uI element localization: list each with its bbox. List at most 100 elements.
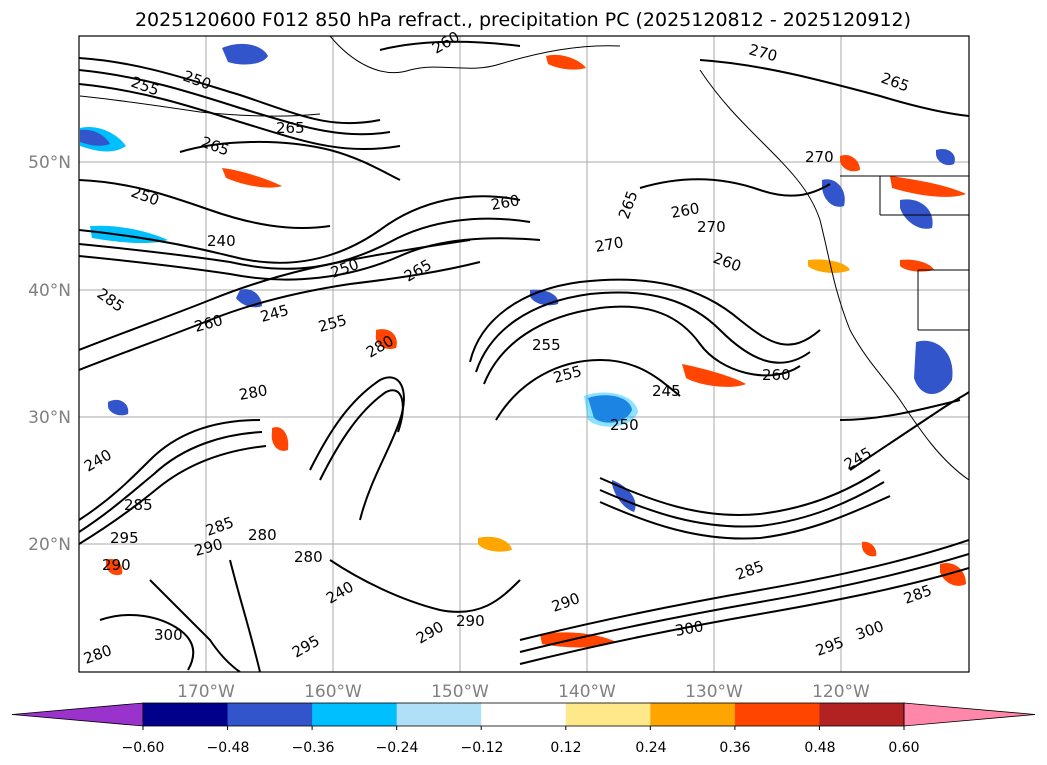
contour-line (79, 261, 481, 371)
lat-label: 40°N (28, 281, 71, 301)
contour-line (639, 178, 831, 197)
contour-label: 280 (294, 548, 323, 566)
lon-label: 160°W (304, 682, 362, 702)
colorbar-segment (312, 703, 398, 726)
lon-label: 140°W (558, 682, 616, 702)
contour-label: 250 (610, 416, 639, 434)
figure-title: 2025120600 F012 850 hPa refract., precip… (135, 9, 911, 31)
colorbar-tick-label: −0.36 (292, 740, 335, 756)
precip-blob (271, 427, 289, 451)
contour-line (849, 391, 969, 471)
colorbar-frame (142, 702, 905, 727)
contour-label: 255 (532, 336, 561, 354)
contour-label: 280 (238, 381, 269, 404)
contour-line (495, 358, 681, 421)
lon-label: 170°W (177, 682, 235, 702)
map-background (79, 36, 969, 672)
colorbar-tick-label: −0.12 (461, 740, 504, 756)
contour-label: 265 (276, 119, 305, 137)
longitude-labels: 170°W 160°W 150°W 140°W 130°W 120°W (177, 682, 870, 702)
latitude-labels: 50°N 40°N 30°N 20°N (28, 153, 71, 555)
precip-blob (106, 558, 123, 576)
contour-label: 260 (762, 366, 791, 384)
contour-line (79, 445, 267, 545)
precip-blob (840, 154, 860, 172)
contour-line (329, 559, 521, 613)
contour-line (319, 389, 404, 481)
contour-line (519, 567, 969, 665)
contour-label: 260 (490, 191, 521, 214)
contour-line (519, 553, 969, 653)
lat-label: 30°N (28, 408, 71, 428)
contour-line (599, 495, 891, 540)
colorbar-segment (481, 703, 567, 726)
contour-label: 290 (102, 556, 131, 574)
precip-blob (108, 399, 129, 416)
colorbar-tick-labels: −0.60 −0.48 −0.36 −0.24 −0.12 0.12 0.24 … (122, 740, 920, 756)
precip-blob (478, 536, 512, 552)
precip-blob (222, 43, 268, 65)
lat-label: 50°N (28, 153, 71, 173)
precip-blob (900, 259, 934, 272)
contour-line (469, 278, 821, 363)
colorbar-tick-label: 0.36 (719, 740, 750, 756)
precip-blob (936, 148, 955, 166)
precip-blob (808, 259, 850, 273)
contour-label: 245 (652, 382, 681, 400)
contour-line (599, 469, 881, 517)
precip-blob (222, 168, 282, 188)
precip-blob (584, 392, 638, 427)
contour-line (79, 179, 331, 229)
map-frame (78, 35, 970, 673)
colorbar-tick-label: 0.24 (635, 740, 666, 756)
contour-line (79, 195, 521, 264)
precip-blob (540, 632, 616, 648)
contour-label: 270 (805, 148, 834, 166)
precip-blob (236, 289, 262, 308)
refractivity-contours (79, 40, 969, 672)
contour-label: 280 (248, 526, 277, 544)
colorbar-segment (565, 703, 651, 726)
contour-label: 260 (670, 199, 701, 222)
contour-label: 300 (674, 617, 705, 640)
contour-label: 240 (207, 232, 236, 250)
colorbar-tick-label: −0.60 (122, 740, 165, 756)
lon-label: 120°W (812, 682, 870, 702)
precip-blob (682, 364, 746, 387)
state-borders (840, 175, 969, 331)
map-panel: 255 250 265 265 260 270 265 250 240 260 … (78, 28, 970, 673)
contour-line (79, 69, 391, 136)
graticule (79, 36, 969, 672)
contour-line (519, 539, 969, 641)
precip-blob (890, 176, 966, 197)
colorbar-segment (227, 703, 313, 726)
contour-line (229, 559, 261, 672)
contour-label: 270 (594, 233, 625, 256)
precip-blob (375, 329, 397, 350)
precipitation-shading (80, 43, 966, 648)
coastline-aleutians (79, 95, 321, 117)
contour-line (309, 376, 405, 521)
contour-line (699, 59, 969, 117)
contour-line (483, 305, 801, 385)
contour-line (475, 291, 811, 373)
colorbar-extend-high (903, 702, 1036, 727)
colorbar-tick-label: −0.48 (207, 740, 250, 756)
colorbar-segment (650, 703, 736, 726)
contour-line (599, 481, 885, 528)
precip-blob (588, 395, 632, 423)
coastline-north-america (699, 69, 969, 481)
precip-blob (914, 340, 953, 395)
contour-line (79, 239, 471, 351)
contour-line (99, 614, 195, 671)
contour-label: 300 (154, 626, 183, 644)
coastline-alaska (329, 36, 621, 74)
contour-line (839, 399, 961, 421)
contour-line (79, 83, 401, 151)
colorbar (11, 702, 1036, 730)
lon-label: 130°W (685, 682, 743, 702)
colorbar-tick-label: 0.12 (550, 740, 581, 756)
contour-label: 290 (456, 612, 485, 630)
contour-line (79, 419, 261, 521)
